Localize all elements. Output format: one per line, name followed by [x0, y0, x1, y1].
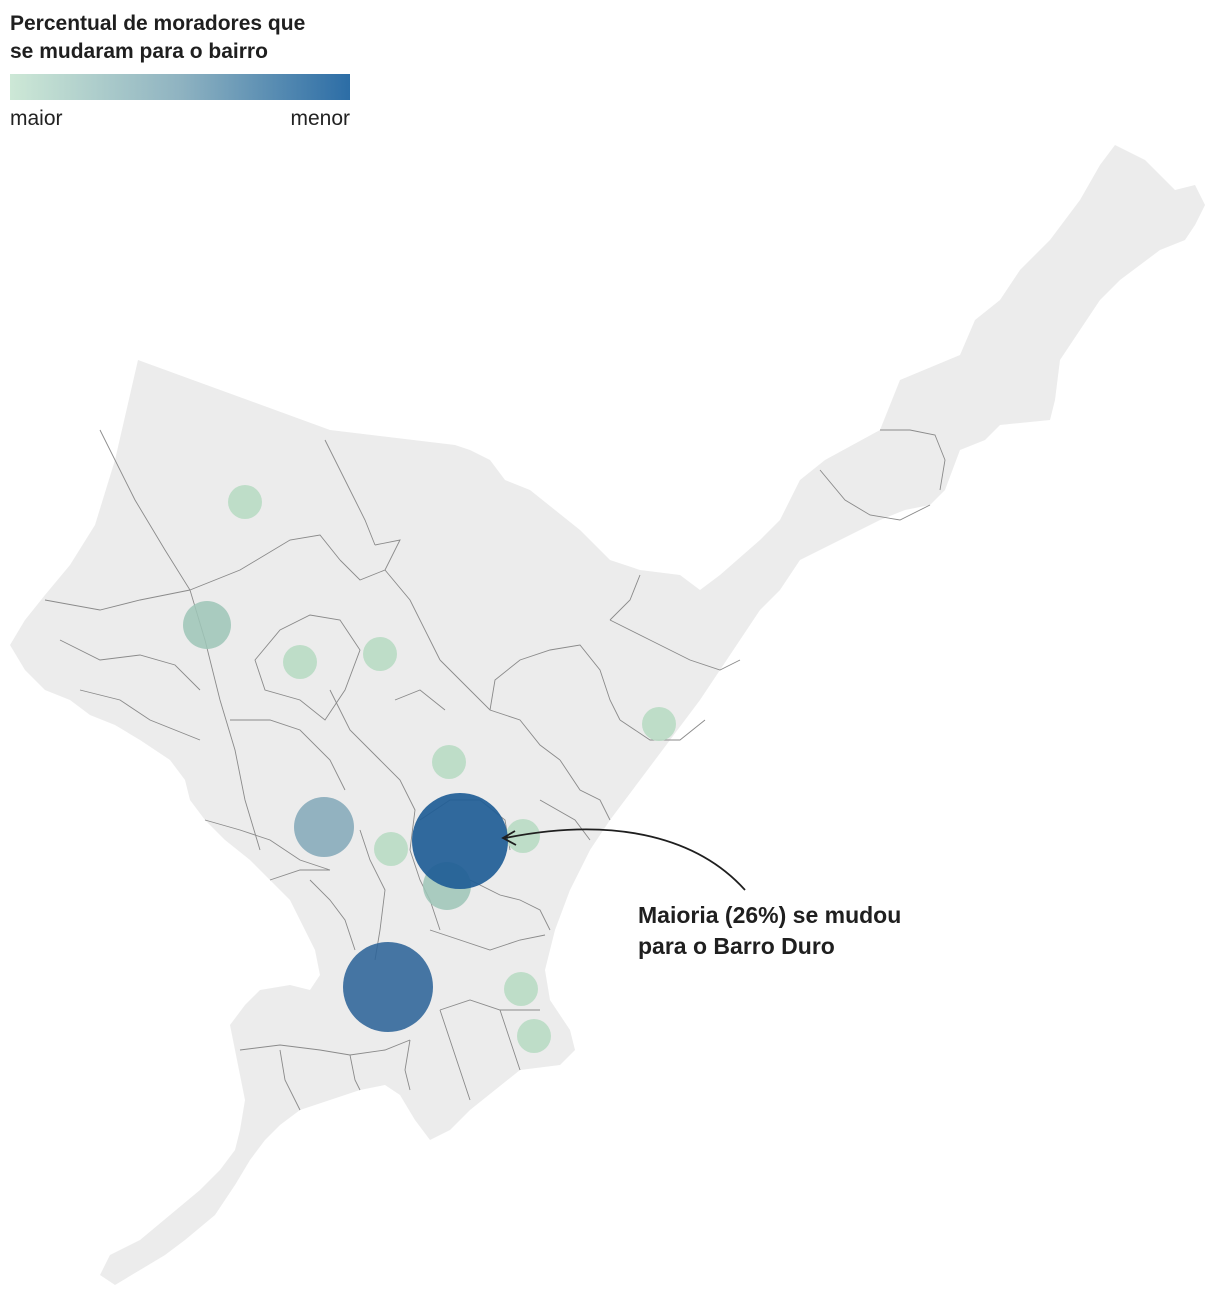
bubble [283, 645, 317, 679]
legend: Percentual de moradores que se mudaram p… [10, 10, 350, 131]
legend-title-line2: se mudaram para o bairro [10, 40, 268, 63]
annotation-line2: para o Barro Duro [638, 933, 835, 959]
legend-label-high: menor [290, 107, 350, 130]
legend-title: Percentual de moradores que se mudaram p… [10, 10, 350, 66]
annotation-line1: Maioria (26%) se mudou [638, 902, 902, 928]
bubble [642, 707, 676, 741]
annotation: Maioria (26%) se mudou para o Barro Duro [638, 900, 901, 962]
arrow-annotation-icon [501, 828, 746, 891]
legend-label-low: maior [10, 107, 63, 130]
bubble [432, 745, 466, 779]
bubble [517, 1019, 551, 1053]
land-mass [10, 145, 1205, 1285]
bubble-barro-duro [412, 793, 508, 889]
legend-title-line1: Percentual de moradores que [10, 12, 306, 35]
bubble [363, 637, 397, 671]
bubble [294, 797, 354, 857]
bubble [228, 485, 262, 519]
bubble [504, 972, 538, 1006]
legend-gradient-bar [10, 74, 350, 100]
bubble [343, 942, 433, 1032]
bubble [183, 601, 231, 649]
bubble [374, 832, 408, 866]
